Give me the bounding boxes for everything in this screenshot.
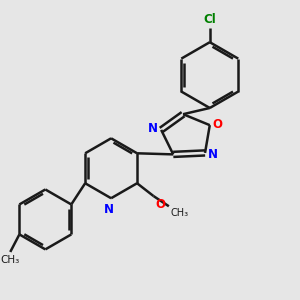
Text: N: N	[208, 148, 218, 160]
Text: Cl: Cl	[203, 13, 216, 26]
Text: CH₃: CH₃	[1, 255, 20, 265]
Text: CH₃: CH₃	[170, 208, 188, 218]
Text: O: O	[156, 197, 166, 211]
Text: N: N	[148, 122, 158, 135]
Text: O: O	[213, 118, 223, 130]
Text: N: N	[104, 203, 114, 216]
